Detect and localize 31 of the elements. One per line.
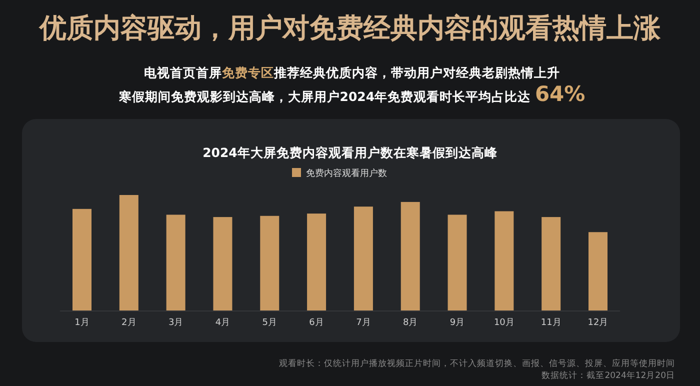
x-tick-label: 2月 <box>122 318 136 328</box>
text: 数据统计：截至2024年12月20日 <box>542 370 675 381</box>
x-tick-label: 12月 <box>588 318 608 328</box>
text: 寒假期间免费观影到达高峰，大屏用户2024年免费观看时长平均占比达 64% <box>118 82 586 106</box>
x-tick-label: 5月 <box>262 318 278 328</box>
bar <box>213 217 232 311</box>
bar <box>119 195 138 311</box>
bar <box>260 216 280 311</box>
chart-title: 2024年大屏免费内容观看用户数在寒暑假到达高峰 <box>202 145 498 160</box>
bar <box>448 214 467 311</box>
bar <box>588 232 608 311</box>
x-tick-label: 7月 <box>356 318 371 328</box>
bar <box>494 211 514 311</box>
bar <box>354 206 373 311</box>
bar <box>72 208 92 311</box>
x-tick-label: 11月 <box>540 318 562 328</box>
bar <box>307 214 326 311</box>
bar <box>400 202 420 311</box>
x-tick-label: 9月 <box>450 318 465 328</box>
bar <box>542 217 561 311</box>
x-tick-label: 1月 <box>74 318 90 328</box>
x-tick-label: 8月 <box>402 318 418 328</box>
x-tick-label: 10月 <box>494 318 514 328</box>
chart-subtitle: 电视首页首屏免费专区推荐经典优质内容，带动用户对经典老剧热情上升 <box>144 65 560 80</box>
x-tick-label: 3月 <box>168 318 184 328</box>
text: 优质内容驱动，用户对免费经典内容的观看热情上涨 <box>38 13 662 44</box>
x-tick-label: 6月 <box>309 318 324 328</box>
legend-label: 免费内容观看用户数 <box>306 168 387 179</box>
bar <box>166 214 186 311</box>
x-tick-label: 4月 <box>215 318 230 328</box>
text: 观看时长：仅统计用户播放视频正片时间，不计入频道切换、画报、信号源、投屏、应用等使用时间 <box>279 358 675 369</box>
